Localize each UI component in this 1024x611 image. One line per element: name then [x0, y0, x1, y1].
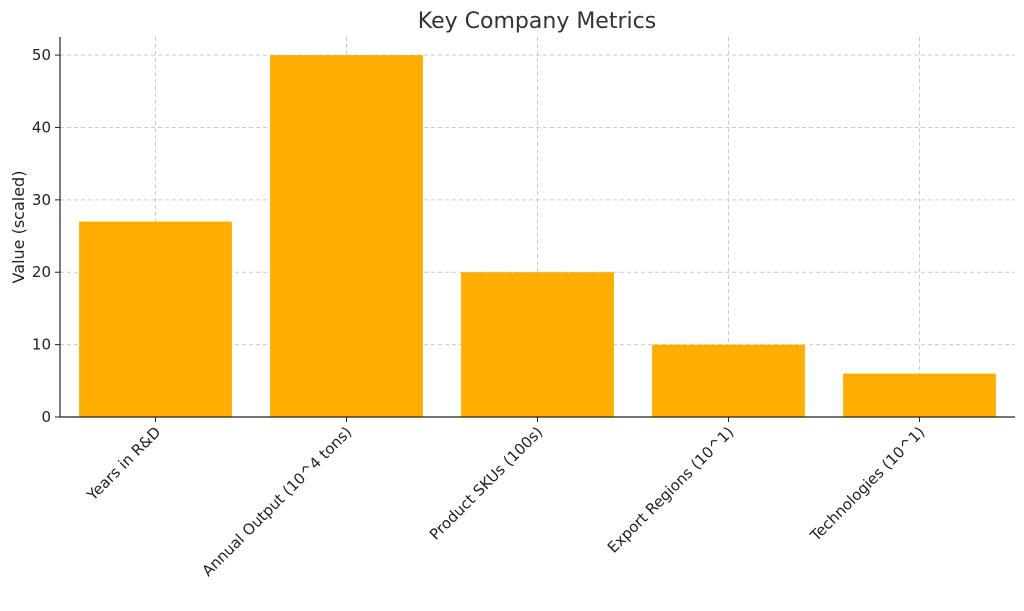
x-tick-label: Product SKUs (100s) — [426, 423, 546, 543]
chart-title: Key Company Metrics — [418, 9, 656, 34]
y-axis-label: Value (scaled) — [9, 171, 28, 284]
x-tick-label: Technologies (10^1) — [806, 423, 928, 545]
x-tick-label: Export Regions (10^1) — [604, 423, 737, 556]
y-tick-label: 0 — [41, 408, 51, 426]
bar — [843, 373, 996, 417]
bar — [652, 344, 805, 417]
bar — [270, 55, 423, 417]
y-tick-label: 40 — [32, 118, 51, 136]
x-tick-label: Years in R&D — [83, 423, 165, 505]
bar — [79, 221, 232, 417]
y-tick-label: 50 — [32, 46, 51, 64]
x-tick-label: Annual Output (10^4 tons) — [198, 423, 355, 580]
bar — [461, 272, 614, 417]
y-tick-label: 30 — [32, 191, 51, 209]
y-tick-label: 10 — [32, 336, 51, 354]
y-tick-label: 20 — [32, 263, 51, 281]
bars — [79, 55, 996, 417]
